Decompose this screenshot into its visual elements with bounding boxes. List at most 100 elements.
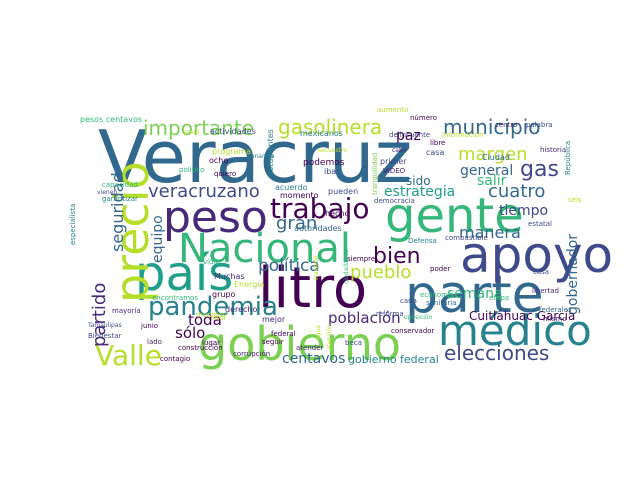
word-17: importante [143,116,254,140]
word-75: hecho [325,209,349,218]
word-40: gobierno federal [348,353,439,366]
word-71: momento [280,191,319,200]
word-124: ganancia [247,153,275,160]
word-45: actividades [210,127,256,136]
word-57: delincuente [389,131,430,139]
word-82: siempre [347,255,375,263]
word-92: sanitaria [426,299,456,307]
word-35: general [460,163,513,179]
word-61: República [564,141,572,175]
word-66: iba [324,167,336,176]
word-72: pueden [328,187,358,196]
word-105: federal [271,330,296,338]
word-74: seis [568,196,582,204]
word-26: seguridad [108,172,127,252]
word-110: contagio [160,355,190,363]
word-80: vida [203,258,218,266]
word-60: historia [540,146,566,154]
word-47: programa [212,147,251,156]
word-30: semana [447,286,503,302]
word-58: información [442,131,484,139]
word-18: gasolinera [278,115,382,139]
word-102: lugar [202,339,220,347]
word-79: Defensa [408,237,437,245]
word-77: estatal [528,220,552,228]
word-112: Tamaulipas [87,322,122,329]
word-53: aumento [377,106,408,114]
word-90: encontramos [152,294,198,302]
word-67: capacidad [102,181,138,189]
word-12: Valle [95,339,162,372]
word-39: centavos [282,351,345,367]
word-108: beca [345,339,362,347]
word-86: derecho [225,305,258,314]
word-19: municipio [443,115,540,139]
word-15: bien [373,244,421,269]
word-6: precio [105,161,159,303]
word-109: corrupción [233,350,270,358]
word-37: toda [188,311,222,329]
word-65: VIDEO [383,167,406,175]
word-31: equipo [150,215,166,263]
word-43: Cuitláhuac García [469,309,575,323]
word-81: Muchas [214,272,245,281]
word-111: Bienestar [88,332,121,340]
word-8: peso [163,192,268,243]
word-78: combustible [445,234,488,242]
word-98: mejor [262,315,286,324]
word-121: agua [315,325,322,340]
word-38: sólo [175,324,205,342]
word-70: acuerdo [275,183,308,192]
word-50: casa [426,148,444,157]
word-76: autoridades [294,224,342,233]
word-7: apoyo [460,226,613,284]
word-27: política [258,256,320,276]
word-87: grupo [212,290,236,299]
word-3: gente [385,188,524,244]
word-4: parte [405,265,544,325]
word-23: margen [458,144,528,165]
word-119: secuestro [318,147,347,154]
word-64: político [179,166,204,174]
word-10: médico [438,306,592,355]
word-5: país [135,246,233,302]
word-68: garantizar [102,195,138,203]
word-73: democracia [374,197,415,205]
word-113: vienen [97,189,117,196]
word-84: cosa [533,268,549,276]
word-34: población [328,309,401,327]
word-42: sido [406,174,431,188]
word-89: etapa [489,294,509,302]
word-103: construcción [178,344,223,352]
word-9: Nacional [178,226,351,272]
word-95: mismo [543,315,567,323]
word-115: oposición [404,314,433,321]
word-69: especialista [69,204,77,245]
word-22: pueblo [350,262,411,283]
word-96: mayoría [112,307,141,315]
word-48: podemos [303,158,345,168]
word-44: pesos centavos [80,115,142,124]
word-1: litro [258,256,367,321]
word-51: Ciudad [482,153,510,162]
word-14: elecciones [444,341,549,365]
word-13: pandemia [148,292,278,322]
word-33: tiempo [499,203,548,219]
word-85: libertad [532,287,559,295]
word-20: veracruzano [148,181,260,202]
word-94: cada [400,297,417,305]
word-52: estudiantes [266,129,275,176]
word-116: salud [183,129,199,136]
word-88: economía [420,291,454,299]
word-118: tranquilidad [371,153,379,195]
word-123: trasladó [313,255,320,280]
word-46: mexicanos [300,129,343,138]
word-32: gobernador [565,234,581,315]
word-91: Energía [234,280,264,289]
word-36: salir [477,173,507,189]
word-49: primer [380,157,407,166]
word-16: gas [520,157,559,182]
word-99: reforma [376,310,404,318]
word-0: Veracruz [98,115,412,199]
